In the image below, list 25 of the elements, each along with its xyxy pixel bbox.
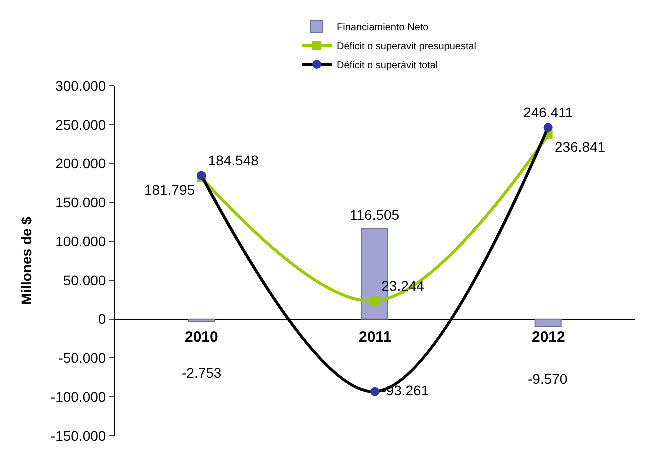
y-tick-label: 150.000: [56, 194, 106, 211]
y-tick-label: -100.000: [50, 389, 106, 406]
y-tick-label: 200.000: [56, 156, 106, 172]
y-tick-label: 100.000: [56, 233, 106, 250]
x-tick-label: 2011: [359, 329, 392, 346]
y-tick-label: 250.000: [56, 116, 106, 133]
x-tick-label: 2010: [185, 329, 218, 346]
y-tick-label: -150.000: [50, 428, 106, 444]
point: [370, 296, 380, 306]
legend-label: Financiamiento Neto: [337, 22, 430, 34]
data-label: -9.570: [528, 371, 568, 387]
y-tick-label: 300.000: [56, 78, 106, 94]
x-tick-label: 2012: [532, 329, 566, 346]
legend-label: Déficit o superávit total: [337, 60, 438, 72]
y-axis-title: Millones de $: [18, 216, 35, 305]
data-label: 181.795: [144, 182, 196, 198]
data-label: 184.548: [208, 152, 260, 169]
data-label: 116.505: [350, 207, 400, 223]
data-label: -2.753: [182, 365, 222, 381]
data-label: 236.841: [554, 139, 606, 156]
y-tick-label: 0: [98, 311, 106, 328]
data-label: 246.411: [524, 104, 574, 121]
y-tick-label: 50.000: [63, 272, 106, 288]
legend-label: Déficit o superavit presupuestal: [337, 41, 477, 52]
y-tick-label: -50.000: [58, 350, 106, 366]
